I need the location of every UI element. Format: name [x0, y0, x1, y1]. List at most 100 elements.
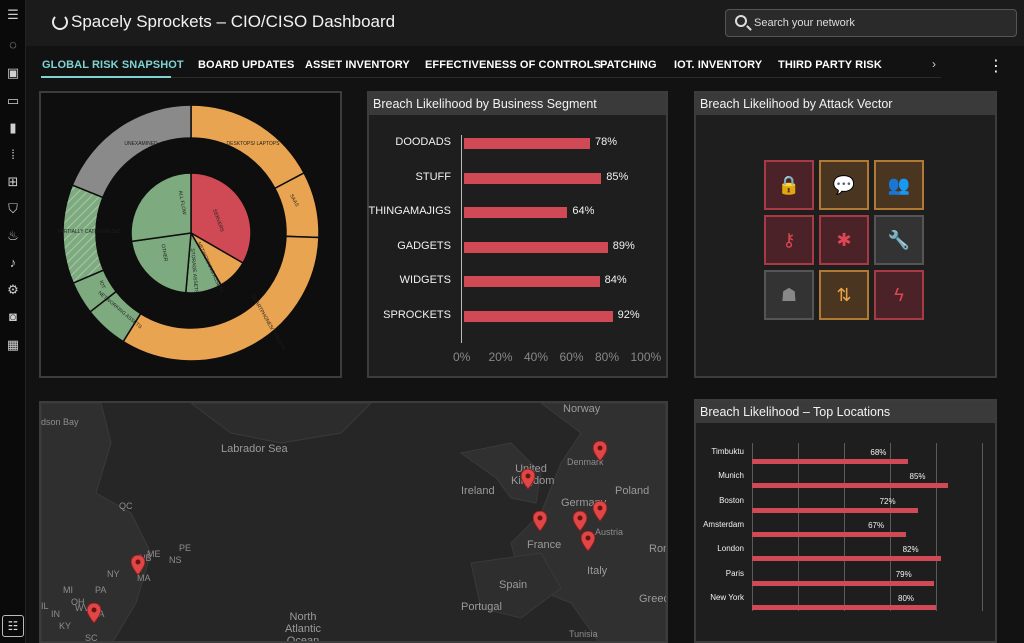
devices-icon[interactable]: ▭ [6, 93, 20, 108]
tab-asset-inventory[interactable]: ASSET INVENTORY [305, 59, 410, 71]
map-place-label: Denmark [567, 457, 604, 467]
location-label: Timbuktu [711, 447, 744, 456]
wrench-vector-tile[interactable]: 🔧 [874, 215, 924, 265]
tab-patching[interactable]: PATCHING [600, 59, 657, 71]
donut-outer-segment[interactable] [71, 104, 192, 199]
tab-board-updates[interactable]: BOARD UPDATES [198, 59, 295, 71]
donut-segment-label: OTHER [160, 244, 169, 263]
bug-vector-tile[interactable]: ✱ [819, 215, 869, 265]
gear-icon[interactable]: ⚙ [7, 282, 19, 297]
bar[interactable] [464, 310, 613, 322]
shield-icon[interactable]: ⛉ [8, 201, 18, 216]
more-options-icon[interactable]: ⋮ [988, 58, 1004, 75]
chart-gridline [844, 443, 845, 611]
locations-panel-title: Breach Likelihood – Top Locations [696, 401, 995, 423]
donut-segment-label: PARTIALLY CATEGORIZED [57, 229, 121, 235]
donut-segment-label: UNEXAMINED [124, 141, 158, 147]
location-pin-icon[interactable] [592, 500, 608, 522]
active-tab-indicator [41, 76, 171, 78]
search-input[interactable] [754, 14, 1004, 32]
target-icon[interactable]: ◙ [9, 309, 17, 324]
map-place-label: Austria [595, 527, 624, 537]
donut-segment-label: SAAS [288, 193, 300, 208]
bar[interactable] [464, 241, 608, 253]
donut-segment-label: ALL FLOW [177, 190, 187, 215]
plus-box-icon[interactable]: ⊞ [7, 174, 19, 189]
bar-category-label: THINGAMAJIGS [368, 205, 451, 217]
location-pin-icon[interactable] [86, 602, 102, 624]
asset-donut-panel: DESKTOPS/ LAPTOPS SAAS SMARTPHONES/ TABLET… [39, 91, 342, 378]
map-place-label: North Atlantic Ocean [284, 611, 322, 643]
chevron-right-icon[interactable]: › [932, 57, 936, 71]
bell-icon[interactable]: ♪ [9, 255, 17, 270]
dashboard-icon[interactable]: ▦ [6, 337, 20, 352]
location-pin-icon[interactable] [520, 468, 536, 490]
tab-effectiveness-of-controls[interactable]: EFFECTIVENESS OF CONTROLS [425, 59, 602, 71]
app-header: Spacely Sprockets – CIO/CISO Dashboard [26, 0, 1024, 46]
bar[interactable] [752, 459, 909, 464]
x-tick-label: 40% [524, 350, 549, 364]
bar-chart-icon[interactable]: ▮ [9, 120, 17, 135]
top-locations-panel: Breach Likelihood – Top Locations Timbuk… [694, 399, 997, 643]
bar[interactable] [464, 138, 590, 149]
chat-vector-tile[interactable]: 💬 [819, 160, 869, 210]
bar-value-label: 80% [898, 593, 915, 603]
location-pin-icon[interactable] [572, 510, 588, 532]
swap-vector-tile[interactable]: ⇅ [819, 270, 869, 320]
map-place-label: Romania [649, 543, 666, 555]
spy-vector-tile[interactable]: ☗ [764, 270, 814, 320]
location-pin-icon[interactable] [130, 554, 146, 576]
segment-breach-panel: Breach Likelihood by Business Segment DO… [367, 91, 668, 378]
location-pin-icon[interactable] [592, 440, 608, 462]
location-pin-icon[interactable] [532, 510, 548, 532]
lightning-vector-tile[interactable]: ϟ [874, 270, 924, 320]
bar[interactable] [464, 276, 600, 287]
tab-divider [41, 77, 941, 78]
lock-vector-tile[interactable]: 🔒 [764, 160, 814, 210]
map-place-label: IL [41, 601, 49, 611]
bar[interactable] [752, 556, 941, 562]
panel-toggle-icon[interactable]: ☷ [2, 615, 24, 637]
donut-outer-ring [62, 104, 320, 362]
tab-third-party-risk[interactable]: THIRD PARTY RISK [778, 59, 882, 71]
map-place-label: Greece [639, 593, 666, 605]
map-place-label: OH [71, 597, 85, 607]
left-nav-rail: ☰ ◌ ▣ ▭ ▮ ⁞ ⊞ ⛉ ♨ ♪ ⚙ ◙ ▦ ☷ [0, 0, 26, 643]
bar-category-label: DOODADS [395, 136, 451, 148]
bar[interactable] [464, 172, 602, 184]
bar[interactable] [752, 604, 936, 610]
key-vector-tile[interactable]: ⚷ [764, 215, 814, 265]
bar-category-label: GADGETS [397, 239, 451, 252]
circle-icon[interactable]: ◌ [9, 37, 17, 52]
x-tick-label: 100% [630, 350, 662, 364]
bar[interactable] [752, 580, 934, 586]
tab-global-risk-snapshot[interactable]: GLOBAL RISK SNAPSHOT [42, 59, 184, 71]
bar[interactable] [752, 483, 948, 489]
map-place-label: Labrador Sea [221, 443, 288, 455]
bar[interactable] [464, 207, 568, 218]
donut-inner-segment[interactable] [130, 172, 192, 243]
tab-iot-inventory[interactable]: IOT. INVENTORY [674, 59, 763, 71]
location-label: London [717, 544, 744, 554]
lightning-icon: ϟ [894, 284, 904, 305]
bar[interactable] [752, 531, 907, 537]
map-place-label: France [527, 539, 562, 551]
search-box[interactable] [725, 9, 1017, 37]
x-tick-label: 20% [488, 350, 513, 364]
donut-inner-segment[interactable] [190, 172, 252, 265]
locations-map-panel: dson Bay Labrador Sea QC NB ME NS PE NY MA MI PA OH… [39, 401, 668, 643]
map-place-label: Norway [563, 403, 601, 415]
menu-icon[interactable]: ☰ [7, 7, 19, 22]
location-pin-icon[interactable] [580, 530, 596, 552]
chart-gridline [798, 443, 799, 611]
grid-icon[interactable]: ⁞ [11, 147, 15, 162]
page-title: Spacely Sprockets – CIO/CISO Dashboard [71, 12, 396, 31]
map-place-label: Poland [615, 485, 650, 497]
flame-icon[interactable]: ♨ [7, 228, 19, 243]
bar[interactable] [752, 507, 918, 513]
location-label: Paris [725, 568, 744, 578]
people-vector-tile[interactable]: 👥 [874, 160, 924, 210]
bar-category-label: SPROCKETS [383, 308, 451, 321]
id-card-icon[interactable]: ▣ [6, 65, 20, 80]
location-label: Boston [719, 495, 744, 505]
